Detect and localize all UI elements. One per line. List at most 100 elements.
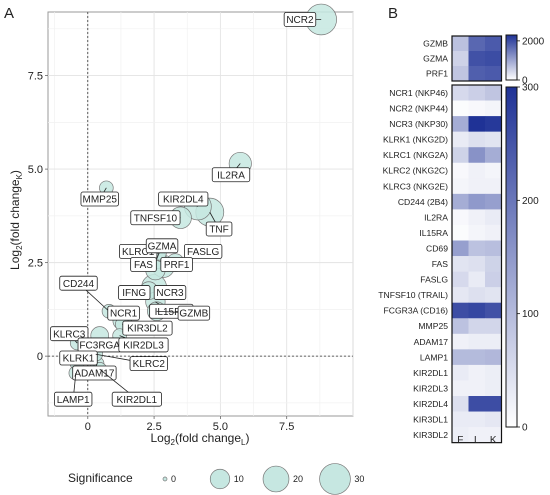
gene-label-text: NCR1: [110, 309, 138, 320]
label-ncr2: NCR2: [283, 12, 322, 27]
legend-title: Significance: [68, 471, 133, 485]
heatmap-row-label: KIR2DL3: [413, 383, 448, 393]
color-scale-bar: [505, 34, 518, 81]
gene-label-text: KLRC3: [53, 329, 86, 340]
heatmap-cell: [452, 333, 469, 350]
heatmap-cell: [468, 271, 486, 288]
panel-a-letter: A: [4, 5, 14, 22]
gene-labels: NCR2 IL2RA MMP25 KIR2DL4 TNFSF10 TNF KLRC1GZMA…: [50, 12, 322, 407]
heatmap-cell: [452, 411, 469, 428]
heatmap-cell: [468, 36, 486, 52]
heatmap-row-label: FCGR3A (CD16): [384, 306, 449, 316]
heatmap-cell: [452, 349, 469, 366]
label-box: [283, 12, 317, 27]
gene-label-text: LAMP1: [57, 395, 90, 406]
label-box: [122, 320, 173, 336]
legend-label: 30: [354, 474, 364, 484]
gene-label-text: KIR2DL1: [117, 395, 158, 406]
heatmap-cell: [452, 287, 469, 303]
label-box: [80, 191, 119, 207]
legend-label: 0: [171, 474, 176, 484]
gene-label-text: ADAM17: [74, 369, 114, 380]
heatmap-cell: [468, 380, 486, 397]
gene-label-text: KLRC1: [122, 247, 155, 258]
label-box: [54, 391, 93, 407]
x-tick-label: 2.5: [146, 421, 161, 433]
gene-label-text: KIR2DL4: [163, 195, 204, 206]
label-kir3dl2: KIR3DL2: [122, 320, 173, 336]
label-box: [59, 275, 98, 291]
label-gzma: GZMA: [145, 238, 179, 260]
heatmap: GZMB GZMA PRF1 NCR1 (NKP46) NCR2 (NKP44) NCR3…: [378, 34, 545, 446]
label-box: [160, 257, 193, 272]
label-lamp1: LAMP1: [54, 372, 93, 407]
heatmap-cell: [485, 178, 502, 195]
heatmap-cell: [452, 256, 469, 272]
heatmap-cell: [452, 427, 469, 443]
label-box: [130, 210, 181, 226]
heatmap-cell: [485, 333, 502, 350]
scatter-grid: [48, 12, 354, 416]
label-gzmb: GZMB: [156, 305, 211, 321]
label-box: [72, 365, 117, 381]
heatmap-cell: [485, 51, 502, 67]
heatmap-cell: [468, 224, 486, 241]
label-box: [205, 221, 233, 237]
heatmap-cell: [452, 162, 469, 179]
heatmap-row-label: GZMB: [423, 39, 448, 49]
label-box: [107, 305, 140, 321]
heatmap-cell: [452, 240, 469, 257]
y-tick-label: 5.0: [28, 164, 43, 176]
heatmap-cell: [468, 66, 486, 82]
heatmap-cell: [452, 193, 469, 210]
label-klrc3: KLRC3: [50, 326, 89, 344]
label-klrk1: KLRK1: [59, 350, 98, 366]
label-ifng: IFNG: [117, 285, 151, 300]
heatmap-row-label: KLRC3 (NKG2E): [383, 181, 448, 191]
legend-label: 20: [293, 474, 303, 484]
y-tick-label: 0: [37, 351, 43, 363]
label-box: [118, 337, 169, 353]
label-box: [130, 257, 157, 272]
heatmap-row-label: KIR2DL1: [413, 368, 448, 378]
heatmap-cell: [485, 411, 502, 428]
heatmap-color-scales: 0 2000 0 100 200 300: [505, 34, 545, 434]
heatmap-cell: [468, 349, 486, 366]
heatmap-cell: [485, 364, 502, 381]
heatmap-row-label: FASLG: [420, 275, 448, 285]
legend-circle: [162, 476, 168, 482]
label-tnfsf10: TNFSF10: [130, 210, 181, 226]
heatmap-bottom-block: [451, 84, 503, 444]
gene-label-text: TNF: [209, 225, 228, 236]
heatmap-row-label: TNFSF10 (TRAIL): [378, 290, 448, 300]
gene-label-text: FASLG: [187, 247, 219, 258]
heatmap-cell: [468, 302, 486, 319]
heatmap-cell: [452, 178, 469, 195]
gene-label-text: PRF1: [164, 260, 190, 271]
heatmap-row-label: NCR2 (NKP44): [389, 104, 448, 114]
heatmap-cell: [468, 131, 486, 148]
y-axis-label: Log2(fold changeK): [8, 170, 24, 270]
legend-circle: [319, 463, 351, 495]
x-axis-label: Log2(fold changeL): [151, 431, 250, 447]
color-scale-label: 300: [522, 83, 539, 94]
label-tnf: TNF: [205, 211, 233, 237]
heatmap-column-label: F: [457, 435, 463, 446]
label-box: [211, 167, 251, 183]
legend-circle: [262, 465, 290, 493]
gene-label-text: KIR2DL3: [123, 341, 164, 352]
scatter-ticks: 0 2.5 5.0 7.5 0 2.5 5.0 7.5: [28, 71, 295, 433]
heatmap-row-label: GZMA: [423, 54, 448, 64]
heatmap-cell: [485, 116, 502, 132]
heatmap-cell: [485, 396, 502, 412]
heatmap-cell: [485, 349, 502, 366]
gene-label-text: NCR2: [286, 15, 314, 26]
heatmap-cell: [485, 287, 502, 303]
heatmap-column-label: K: [490, 435, 497, 446]
gene-label-text: IL2RA: [217, 170, 245, 181]
legend-entries: 0 10 20 30: [162, 463, 364, 495]
gene-label-text: KLRK1: [63, 354, 95, 365]
heatmap-cell: [468, 411, 486, 428]
color-scale-label: 0: [522, 423, 528, 434]
label-kir2dl3: KIR2DL3: [118, 335, 169, 353]
